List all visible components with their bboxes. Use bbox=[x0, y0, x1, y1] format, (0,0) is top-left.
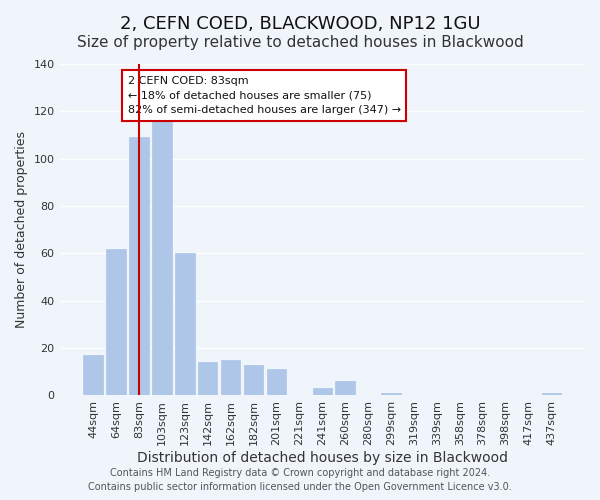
Text: 2, CEFN COED, BLACKWOOD, NP12 1GU: 2, CEFN COED, BLACKWOOD, NP12 1GU bbox=[119, 15, 481, 33]
Y-axis label: Number of detached properties: Number of detached properties bbox=[15, 131, 28, 328]
Bar bbox=[542, 393, 561, 396]
Bar bbox=[381, 393, 401, 396]
Bar bbox=[313, 388, 332, 396]
Text: Size of property relative to detached houses in Blackwood: Size of property relative to detached ho… bbox=[77, 35, 523, 50]
X-axis label: Distribution of detached houses by size in Blackwood: Distribution of detached houses by size … bbox=[137, 451, 508, 465]
Bar bbox=[198, 362, 217, 396]
Bar bbox=[83, 355, 103, 396]
Bar bbox=[129, 138, 149, 396]
Bar bbox=[244, 364, 263, 396]
Bar bbox=[175, 254, 194, 396]
Bar bbox=[335, 382, 355, 396]
Bar bbox=[106, 248, 126, 396]
Text: 2 CEFN COED: 83sqm
← 18% of detached houses are smaller (75)
82% of semi-detache: 2 CEFN COED: 83sqm ← 18% of detached hou… bbox=[128, 76, 401, 116]
Bar bbox=[152, 121, 172, 396]
Bar bbox=[221, 360, 241, 396]
Bar bbox=[267, 370, 286, 396]
Text: Contains HM Land Registry data © Crown copyright and database right 2024.
Contai: Contains HM Land Registry data © Crown c… bbox=[88, 468, 512, 492]
